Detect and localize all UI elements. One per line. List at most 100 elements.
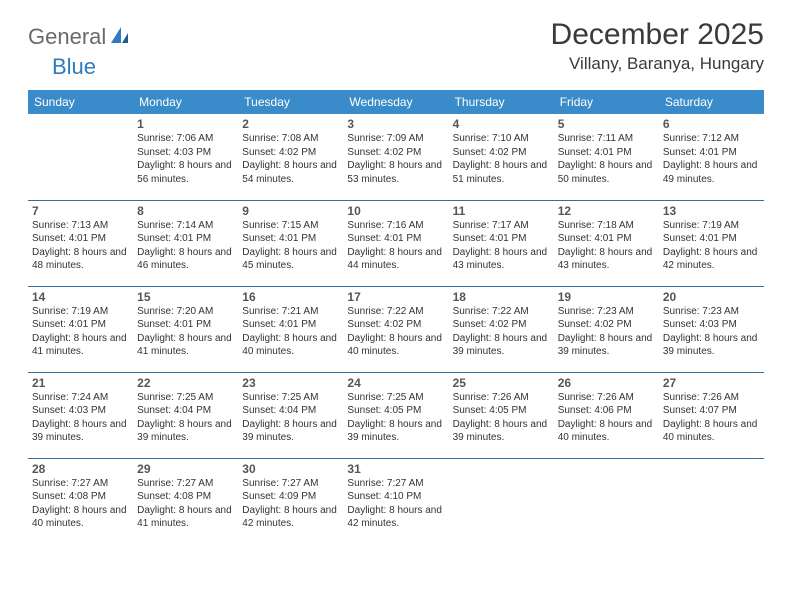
sunrise-text: Sunrise: 7:26 AM <box>663 391 760 405</box>
sunrise-text: Sunrise: 7:17 AM <box>453 219 550 233</box>
daylight-text: Daylight: 8 hours and 42 minutes. <box>347 504 444 531</box>
sunset-text: Sunset: 4:02 PM <box>453 146 550 160</box>
sunset-text: Sunset: 4:02 PM <box>347 318 444 332</box>
sunrise-text: Sunrise: 7:13 AM <box>32 219 129 233</box>
sunrise-text: Sunrise: 7:25 AM <box>242 391 339 405</box>
sunset-text: Sunset: 4:10 PM <box>347 490 444 504</box>
sunrise-text: Sunrise: 7:25 AM <box>137 391 234 405</box>
dayhdr-sunday: Sunday <box>28 90 133 114</box>
daylight-text: Daylight: 8 hours and 39 minutes. <box>347 418 444 445</box>
sunset-text: Sunset: 4:01 PM <box>32 318 129 332</box>
calendar-cell <box>28 114 133 200</box>
daylight-text: Daylight: 8 hours and 50 minutes. <box>558 159 655 186</box>
calendar-cell: 2Sunrise: 7:08 AMSunset: 4:02 PMDaylight… <box>238 114 343 200</box>
sunset-text: Sunset: 4:08 PM <box>137 490 234 504</box>
daylight-text: Daylight: 8 hours and 43 minutes. <box>558 246 655 273</box>
day-number: 27 <box>663 376 760 390</box>
calendar-cell: 7Sunrise: 7:13 AMSunset: 4:01 PMDaylight… <box>28 200 133 286</box>
daylight-text: Daylight: 8 hours and 41 minutes. <box>137 332 234 359</box>
sunset-text: Sunset: 4:02 PM <box>558 318 655 332</box>
daylight-text: Daylight: 8 hours and 40 minutes. <box>32 504 129 531</box>
sunset-text: Sunset: 4:03 PM <box>32 404 129 418</box>
calendar-cell: 4Sunrise: 7:10 AMSunset: 4:02 PMDaylight… <box>449 114 554 200</box>
calendar-row: 7Sunrise: 7:13 AMSunset: 4:01 PMDaylight… <box>28 200 764 286</box>
dayhdr-saturday: Saturday <box>659 90 764 114</box>
day-number: 30 <box>242 462 339 476</box>
calendar-cell: 13Sunrise: 7:19 AMSunset: 4:01 PMDayligh… <box>659 200 764 286</box>
day-number: 12 <box>558 204 655 218</box>
sunrise-text: Sunrise: 7:23 AM <box>663 305 760 319</box>
sunrise-text: Sunrise: 7:25 AM <box>347 391 444 405</box>
calendar-cell: 11Sunrise: 7:17 AMSunset: 4:01 PMDayligh… <box>449 200 554 286</box>
dayhdr-wednesday: Wednesday <box>343 90 448 114</box>
day-number: 23 <box>242 376 339 390</box>
daylight-text: Daylight: 8 hours and 51 minutes. <box>453 159 550 186</box>
calendar-cell: 20Sunrise: 7:23 AMSunset: 4:03 PMDayligh… <box>659 286 764 372</box>
daylight-text: Daylight: 8 hours and 39 minutes. <box>242 418 339 445</box>
sunset-text: Sunset: 4:04 PM <box>242 404 339 418</box>
sunset-text: Sunset: 4:01 PM <box>137 232 234 246</box>
day-number: 6 <box>663 117 760 131</box>
daylight-text: Daylight: 8 hours and 46 minutes. <box>137 246 234 273</box>
sunset-text: Sunset: 4:01 PM <box>558 232 655 246</box>
sunset-text: Sunset: 4:01 PM <box>347 232 444 246</box>
dayhdr-friday: Friday <box>554 90 659 114</box>
daylight-text: Daylight: 8 hours and 40 minutes. <box>347 332 444 359</box>
daylight-text: Daylight: 8 hours and 40 minutes. <box>242 332 339 359</box>
sunrise-text: Sunrise: 7:27 AM <box>242 477 339 491</box>
daylight-text: Daylight: 8 hours and 39 minutes. <box>137 418 234 445</box>
daylight-text: Daylight: 8 hours and 39 minutes. <box>453 418 550 445</box>
calendar-row: 1Sunrise: 7:06 AMSunset: 4:03 PMDaylight… <box>28 114 764 200</box>
daylight-text: Daylight: 8 hours and 39 minutes. <box>32 418 129 445</box>
sunset-text: Sunset: 4:01 PM <box>663 232 760 246</box>
daylight-text: Daylight: 8 hours and 40 minutes. <box>558 418 655 445</box>
calendar-cell: 5Sunrise: 7:11 AMSunset: 4:01 PMDaylight… <box>554 114 659 200</box>
calendar-cell: 25Sunrise: 7:26 AMSunset: 4:05 PMDayligh… <box>449 372 554 458</box>
sunset-text: Sunset: 4:09 PM <box>242 490 339 504</box>
day-number: 29 <box>137 462 234 476</box>
sunset-text: Sunset: 4:01 PM <box>242 318 339 332</box>
sunrise-text: Sunrise: 7:22 AM <box>347 305 444 319</box>
daylight-text: Daylight: 8 hours and 53 minutes. <box>347 159 444 186</box>
day-number: 25 <box>453 376 550 390</box>
calendar-cell: 9Sunrise: 7:15 AMSunset: 4:01 PMDaylight… <box>238 200 343 286</box>
sunset-text: Sunset: 4:02 PM <box>453 318 550 332</box>
day-number: 11 <box>453 204 550 218</box>
calendar-row: 21Sunrise: 7:24 AMSunset: 4:03 PMDayligh… <box>28 372 764 458</box>
daylight-text: Daylight: 8 hours and 48 minutes. <box>32 246 129 273</box>
day-number: 7 <box>32 204 129 218</box>
day-number: 8 <box>137 204 234 218</box>
calendar-row: 28Sunrise: 7:27 AMSunset: 4:08 PMDayligh… <box>28 458 764 544</box>
sunrise-text: Sunrise: 7:19 AM <box>663 219 760 233</box>
daylight-text: Daylight: 8 hours and 39 minutes. <box>453 332 550 359</box>
day-number: 21 <box>32 376 129 390</box>
daylight-text: Daylight: 8 hours and 54 minutes. <box>242 159 339 186</box>
calendar-cell <box>659 458 764 544</box>
sunset-text: Sunset: 4:03 PM <box>137 146 234 160</box>
sunset-text: Sunset: 4:04 PM <box>137 404 234 418</box>
logo-sail-icon <box>110 26 130 49</box>
calendar-cell: 19Sunrise: 7:23 AMSunset: 4:02 PMDayligh… <box>554 286 659 372</box>
day-number: 16 <box>242 290 339 304</box>
sunrise-text: Sunrise: 7:19 AM <box>32 305 129 319</box>
daylight-text: Daylight: 8 hours and 41 minutes. <box>32 332 129 359</box>
calendar-cell: 12Sunrise: 7:18 AMSunset: 4:01 PMDayligh… <box>554 200 659 286</box>
sunrise-text: Sunrise: 7:20 AM <box>137 305 234 319</box>
calendar-cell: 26Sunrise: 7:26 AMSunset: 4:06 PMDayligh… <box>554 372 659 458</box>
daylight-text: Daylight: 8 hours and 40 minutes. <box>663 418 760 445</box>
calendar-cell: 1Sunrise: 7:06 AMSunset: 4:03 PMDaylight… <box>133 114 238 200</box>
sunrise-text: Sunrise: 7:09 AM <box>347 132 444 146</box>
calendar-cell: 16Sunrise: 7:21 AMSunset: 4:01 PMDayligh… <box>238 286 343 372</box>
sunrise-text: Sunrise: 7:08 AM <box>242 132 339 146</box>
day-number: 3 <box>347 117 444 131</box>
sunset-text: Sunset: 4:06 PM <box>558 404 655 418</box>
sunrise-text: Sunrise: 7:24 AM <box>32 391 129 405</box>
dayhdr-tuesday: Tuesday <box>238 90 343 114</box>
sunrise-text: Sunrise: 7:10 AM <box>453 132 550 146</box>
day-header-row: Sunday Monday Tuesday Wednesday Thursday… <box>28 90 764 114</box>
calendar-cell: 18Sunrise: 7:22 AMSunset: 4:02 PMDayligh… <box>449 286 554 372</box>
sunrise-text: Sunrise: 7:27 AM <box>137 477 234 491</box>
day-number: 4 <box>453 117 550 131</box>
sunset-text: Sunset: 4:05 PM <box>347 404 444 418</box>
calendar-cell: 24Sunrise: 7:25 AMSunset: 4:05 PMDayligh… <box>343 372 448 458</box>
